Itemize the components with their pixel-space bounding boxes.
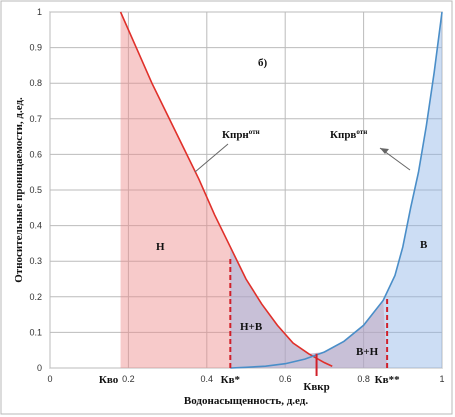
x-tick-label: 0 bbox=[47, 374, 52, 384]
area-fill bbox=[120, 12, 388, 368]
annotation-text: Кпрв bbox=[330, 129, 356, 141]
x-tick-label: 0.6 bbox=[279, 374, 292, 384]
y-tick-label: 0.2 bbox=[29, 292, 42, 302]
region-label: В bbox=[420, 239, 428, 251]
annotation-sup: отн bbox=[356, 128, 367, 136]
plot: 0 0.1 0.2 0.3 0.4 0.5 0.6 0.7 0.8 0.9 1 0 0.2 0.4 0.6 0… bbox=[29, 7, 444, 393]
line bbox=[119, 11, 333, 367]
y-tick-label: 0.4 bbox=[29, 221, 42, 231]
y-tick-label: 1 bbox=[37, 7, 42, 17]
y-tick-label: 0 bbox=[37, 363, 42, 373]
marker-label: Кво bbox=[99, 374, 119, 386]
x-tick-label: 1 bbox=[439, 374, 444, 384]
annotation-sup: отн bbox=[249, 128, 260, 136]
line bbox=[230, 11, 443, 369]
x-tick-label: 0.2 bbox=[122, 374, 135, 384]
y-tick-label: 0.8 bbox=[29, 78, 42, 88]
marker-label: Кв** bbox=[375, 374, 400, 386]
region-label: Н+В bbox=[240, 321, 263, 333]
arrowhead bbox=[380, 148, 389, 154]
y-tick-label: 0.1 bbox=[29, 327, 42, 337]
y-tick-label: 0.5 bbox=[29, 185, 42, 195]
annotation-text: Кпрн bbox=[222, 129, 249, 141]
region-label: Н bbox=[156, 241, 165, 253]
arrow bbox=[194, 143, 229, 173]
marker-label: Квкр bbox=[303, 381, 329, 393]
annotation: Кпрнотн bbox=[222, 128, 260, 141]
area-fill bbox=[230, 12, 442, 368]
y-axis-label: Относительные проницаемости, д.ед. bbox=[13, 97, 25, 283]
y-tick-label: 0.9 bbox=[29, 43, 42, 53]
region-label: В+Н bbox=[356, 346, 379, 358]
y-tick-label: 0.7 bbox=[29, 114, 42, 124]
x-tick-label: 0.8 bbox=[357, 374, 370, 384]
annotation: Кпрвотн bbox=[330, 128, 367, 141]
x-tick-label: 0.4 bbox=[201, 374, 214, 384]
x-axis-label: Водонасыщенность, д.ед. bbox=[184, 395, 308, 407]
panel-label: б) bbox=[258, 57, 268, 69]
y-tick-label: 0.6 bbox=[29, 149, 42, 159]
y-tick-label: 0.3 bbox=[29, 256, 42, 266]
marker-label: Кв* bbox=[221, 374, 241, 386]
